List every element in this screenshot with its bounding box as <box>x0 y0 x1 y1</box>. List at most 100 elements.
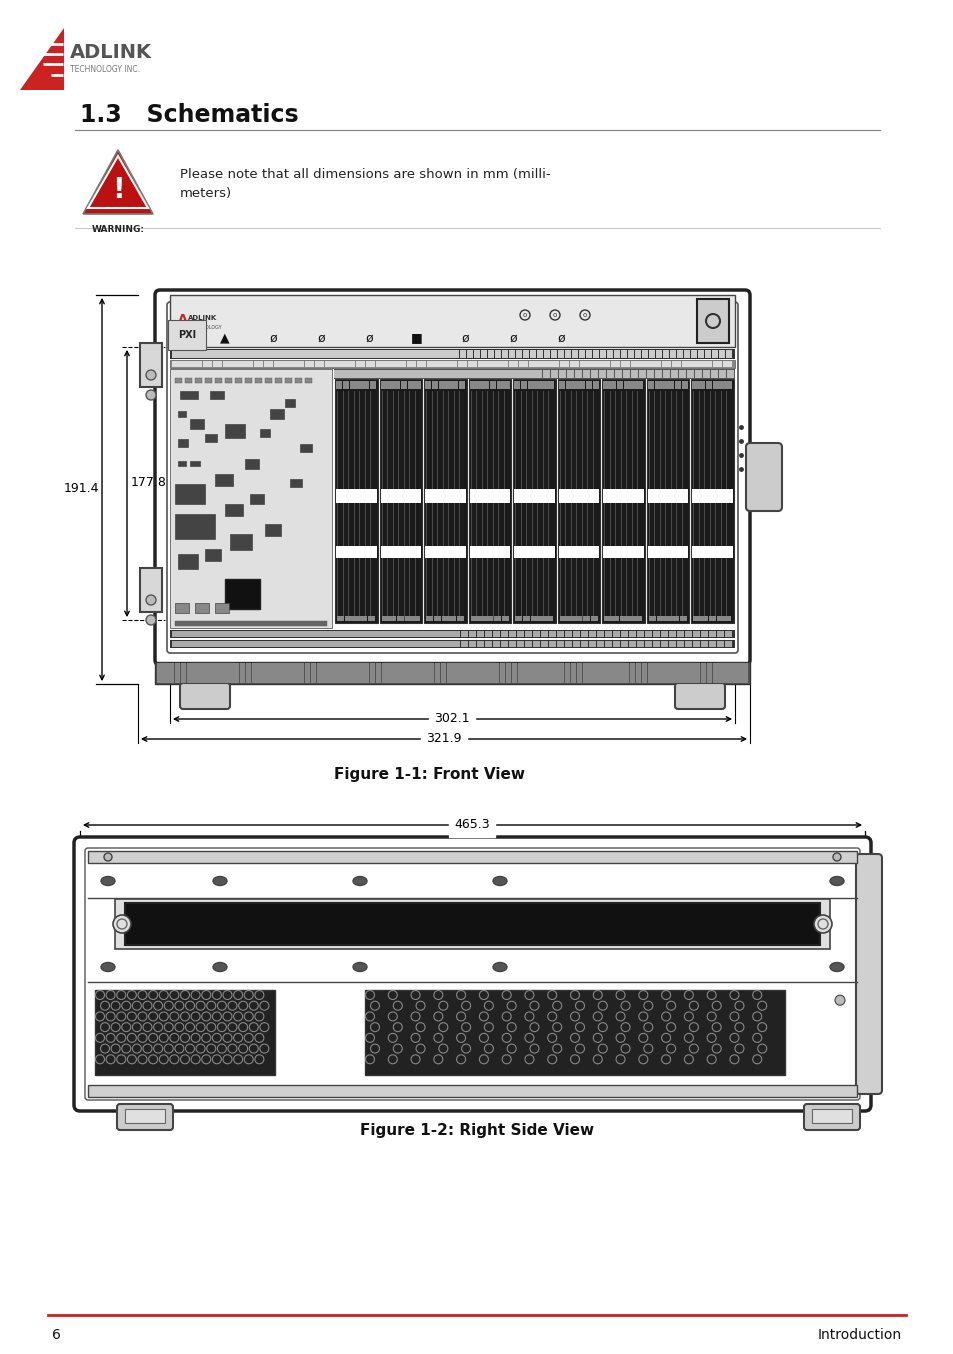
Bar <box>285 399 294 408</box>
Bar <box>213 362 222 367</box>
Bar <box>686 370 694 378</box>
Bar <box>508 631 516 636</box>
Bar <box>178 439 188 447</box>
Bar <box>340 663 345 682</box>
Bar <box>637 640 643 647</box>
Bar <box>668 640 676 647</box>
Bar <box>620 349 627 357</box>
Bar <box>422 370 429 378</box>
Bar <box>194 378 202 383</box>
Bar <box>357 370 365 378</box>
Bar <box>340 640 348 647</box>
Bar <box>305 378 312 383</box>
Bar <box>537 616 545 621</box>
Bar <box>452 349 458 357</box>
Bar <box>681 380 687 389</box>
Bar <box>601 379 644 623</box>
Bar <box>263 663 269 682</box>
Bar <box>214 474 233 486</box>
Bar <box>170 360 734 368</box>
Bar <box>334 370 341 378</box>
Bar <box>514 489 555 502</box>
Bar <box>719 349 724 357</box>
Bar <box>444 640 452 647</box>
Bar <box>572 380 578 389</box>
Bar <box>684 640 692 647</box>
Bar <box>532 640 539 647</box>
Bar <box>628 631 636 636</box>
Bar <box>194 603 209 613</box>
Bar <box>527 380 534 389</box>
FancyBboxPatch shape <box>154 290 749 665</box>
Bar <box>701 362 711 367</box>
Bar <box>486 616 493 621</box>
Bar <box>698 349 703 357</box>
Bar <box>174 515 214 539</box>
Bar <box>582 616 590 621</box>
Bar <box>281 663 287 682</box>
Bar <box>364 640 372 647</box>
Bar <box>316 631 323 636</box>
Bar <box>503 380 509 389</box>
Bar <box>469 546 510 558</box>
Bar <box>623 380 629 389</box>
Text: ■: ■ <box>411 332 422 344</box>
Bar <box>620 362 630 367</box>
Bar <box>468 631 476 636</box>
Text: meters): meters) <box>180 187 232 200</box>
Bar <box>700 663 705 682</box>
Bar <box>212 640 219 647</box>
Bar <box>202 362 213 367</box>
Circle shape <box>832 853 841 861</box>
Bar <box>612 631 619 636</box>
Bar <box>726 370 734 378</box>
Bar <box>252 663 257 682</box>
Bar <box>335 489 376 502</box>
Bar <box>565 380 571 389</box>
Bar <box>88 852 856 862</box>
Bar <box>292 640 299 647</box>
Bar <box>567 616 574 621</box>
Bar <box>399 663 404 682</box>
Bar <box>379 379 421 623</box>
Bar <box>304 362 314 367</box>
Bar <box>437 370 445 378</box>
Bar <box>326 349 333 357</box>
Ellipse shape <box>213 963 227 972</box>
Bar <box>389 616 396 621</box>
FancyBboxPatch shape <box>855 854 882 1094</box>
Bar <box>325 362 335 367</box>
Bar <box>431 349 437 357</box>
Bar <box>599 349 606 357</box>
Bar <box>157 663 162 682</box>
Bar <box>244 640 252 647</box>
Bar <box>575 616 581 621</box>
Bar <box>511 663 517 682</box>
Bar <box>670 370 678 378</box>
Bar <box>436 640 443 647</box>
Bar <box>404 631 412 636</box>
Bar <box>178 460 186 466</box>
Bar <box>172 362 181 367</box>
Bar <box>348 640 355 647</box>
Text: !: ! <box>112 176 124 204</box>
Bar <box>335 362 345 367</box>
Text: 6: 6 <box>52 1328 61 1342</box>
Bar <box>170 370 332 628</box>
Bar <box>368 616 375 621</box>
Bar <box>406 362 416 367</box>
Bar <box>569 362 578 367</box>
Bar <box>243 362 253 367</box>
FancyBboxPatch shape <box>74 837 870 1112</box>
Bar <box>185 378 192 383</box>
Bar <box>179 349 185 357</box>
Bar <box>382 349 389 357</box>
Bar <box>375 362 385 367</box>
Bar <box>487 349 494 357</box>
Bar <box>260 631 268 636</box>
Bar <box>228 349 234 357</box>
Bar <box>425 489 465 502</box>
Bar <box>245 459 258 468</box>
FancyBboxPatch shape <box>167 302 738 653</box>
Bar <box>276 640 283 647</box>
